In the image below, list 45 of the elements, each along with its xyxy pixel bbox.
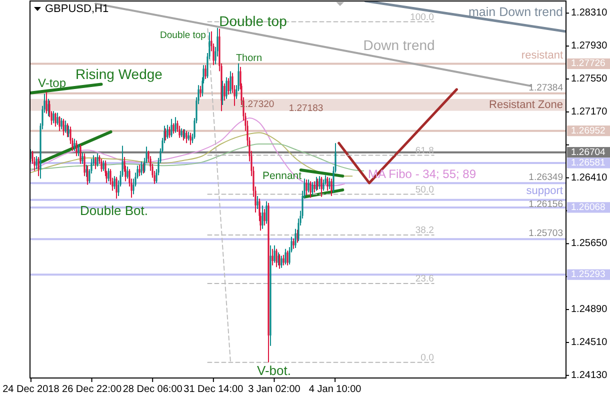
y-tick-label: 1.24890 <box>571 304 608 316</box>
ref-line-label: 1.26952 <box>571 125 606 136</box>
ref-line-label: 1.26581 <box>571 157 606 168</box>
annotation: Rising Wedge <box>76 66 163 82</box>
ref-line-label: 1.25293 <box>571 269 606 280</box>
series-label: 100.0 <box>410 12 434 23</box>
y-tick-label: 1.24510 <box>571 336 608 348</box>
series-label: 50.0 <box>415 184 434 196</box>
band-label: Resistant Zone <box>489 98 563 111</box>
x-tick-label: 24 Dec 2018 <box>2 384 60 395</box>
x-tick-label: 31 Dec 14:00 <box>184 384 244 395</box>
series-label: 0.0 <box>420 352 434 364</box>
y-tick-label: 1.27550 <box>571 74 608 84</box>
y-tick-label: 1.26410 <box>571 172 608 184</box>
annotation: Pennant <box>262 170 302 182</box>
x-tick-label: 26 Dec 22:00 <box>62 384 122 395</box>
annotation: support <box>526 184 563 197</box>
annotation: 1.26156 <box>528 198 563 210</box>
annotation: main Down trend <box>468 5 564 19</box>
annotation: 1.27183 <box>288 102 324 114</box>
y-tick-label: 1.27930 <box>571 40 608 52</box>
ref-line-label: 1.26068 <box>571 202 606 213</box>
y-tick-label: 1.27170 <box>571 106 608 118</box>
annotation: Double Bot. <box>80 203 148 218</box>
ref-line-label: 1.27726 <box>571 58 606 70</box>
ref-line-label: 1.26704 <box>571 146 606 158</box>
x-tick-label: 3 Jan 02:00 <box>248 384 301 395</box>
annotation: V-bot. <box>257 363 291 378</box>
series-label: 23.6 <box>415 274 434 285</box>
annotation: Down trend <box>363 37 435 53</box>
annotation: resistant <box>521 50 563 62</box>
annotation: 1.25703 <box>528 228 563 240</box>
annotation: V-top <box>38 76 66 90</box>
y-tick-label: 1.24130 <box>571 370 608 381</box>
annotation: Thorn <box>236 53 262 64</box>
y-tick-label: 1.25650 <box>571 238 608 250</box>
annotation: Double top <box>160 30 206 41</box>
x-tick-label: 4 Jan 10:00 <box>308 384 362 395</box>
annotation: 1.27384 <box>528 82 563 94</box>
chart-title: GBPUSD,H1 <box>45 3 109 15</box>
annotation: Double top <box>219 13 288 29</box>
series-label: 38.2 <box>415 225 434 236</box>
x-tick-label: 28 Dec 06:00 <box>122 384 183 395</box>
y-tick-label: 1.28310 <box>571 8 608 19</box>
annotation: 1.26349 <box>528 172 563 184</box>
